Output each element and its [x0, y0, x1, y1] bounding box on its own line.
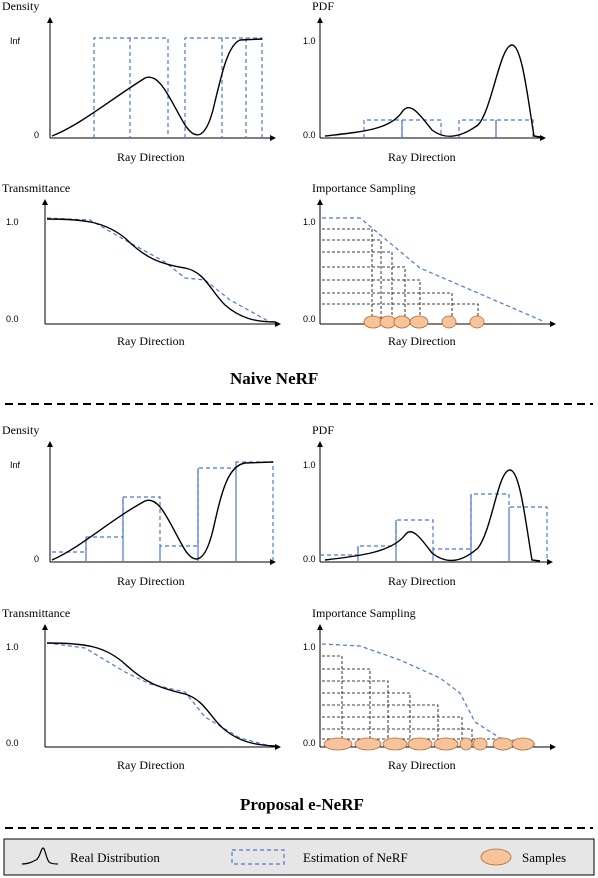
- proposal-density-ybottom: 0: [34, 554, 39, 564]
- legend-estimate-label: Estimation of NeRF: [303, 850, 408, 865]
- legend-samples-icon: [480, 848, 512, 866]
- naive-pdf-label: PDF: [312, 0, 334, 13]
- naive-pdf-xlabel: Ray Direction: [388, 150, 456, 164]
- naive-sampling-grid: [322, 228, 479, 322]
- naive-density-ybottom: 0: [34, 130, 39, 140]
- proposal-title: Proposal e-NeRF: [240, 795, 364, 814]
- naive-pdf-panel: PDF 1.0 0.0 Ray Direction: [303, 0, 546, 164]
- proposal-density-bins: [85, 462, 237, 562]
- proposal-pdf-ytop: 1.0: [303, 460, 316, 470]
- proposal-sampling-label: Importance Sampling: [312, 606, 416, 620]
- legend-real-label: Real Distribution: [70, 850, 160, 865]
- proposal-pdf-panel: PDF 1.0 0.0 Ray Direction: [303, 423, 553, 588]
- naive-density-panel: Density Inf 0 Ray Direction: [2, 0, 276, 164]
- naive-transmittance-estimate: [46, 217, 271, 323]
- proposal-transmittance-estimate: [46, 642, 271, 747]
- naive-pdf-curve: [324, 44, 541, 138]
- proposal-sampling-ybottom: 0.0: [303, 738, 316, 748]
- proposal-sampling-cdf: [321, 643, 536, 745]
- proposal-pdf-label: PDF: [312, 423, 334, 437]
- proposal-pdf-curve: [324, 469, 541, 562]
- proposal-sampling-panel: Importance Sampling 1.0 0.0 Ray Directio…: [303, 606, 556, 772]
- naive-sampling-cdf: [322, 217, 546, 323]
- proposal-sampling-samples: [323, 737, 535, 751]
- proposal-transmittance-ybottom: 0.0: [6, 738, 19, 748]
- proposal-transmittance-panel: Transmittance 1.0 0.0 Ray Direction: [2, 606, 281, 772]
- proposal-transmittance-label: Transmittance: [2, 606, 70, 620]
- naive-pdf-ybottom: 0.0: [303, 130, 316, 140]
- proposal-density-curve: [51, 461, 274, 561]
- naive-density-xlabel: Ray Direction: [117, 150, 185, 164]
- proposal-transmittance-xlabel: Ray Direction: [117, 758, 185, 772]
- proposal-pdf-ybottom: 0.0: [303, 554, 316, 564]
- proposal-sampling-ytop: 1.0: [303, 642, 316, 652]
- naive-transmittance-xlabel: Ray Direction: [117, 334, 185, 348]
- proposal-sampling-grid: [322, 655, 499, 745]
- naive-pdf-ytop: 1.0: [303, 36, 316, 46]
- naive-sampling-samples: [363, 315, 485, 329]
- naive-transmittance-curve: [46, 218, 276, 323]
- proposal-transmittance-curve: [46, 642, 276, 747]
- legend-curve-icon: [21, 847, 59, 865]
- naive-transmittance-panel: Transmittance 1.0 0.0 Ray Direction: [2, 181, 281, 348]
- legend-samples-label: Samples: [522, 850, 566, 865]
- naive-sampling-xlabel: Ray Direction: [388, 334, 456, 348]
- naive-sampling-ytop: 1.0: [303, 217, 316, 227]
- proposal-density-label: Density: [2, 423, 39, 437]
- naive-transmittance-ybottom: 0.0: [6, 314, 19, 324]
- naive-density-curve: [51, 38, 263, 137]
- naive-density-ytop: Inf: [10, 36, 21, 46]
- naive-sampling-ybottom: 0.0: [303, 314, 316, 324]
- proposal-pdf-bins: [357, 494, 510, 562]
- proposal-pdf-xlabel: Ray Direction: [388, 574, 456, 588]
- naive-transmittance-label: Transmittance: [2, 181, 70, 195]
- naive-sampling-panel: Importance Sampling 1.0 0.0 Ray Directio…: [303, 181, 556, 348]
- proposal-density-estimate: [52, 461, 274, 562]
- proposal-sampling-xlabel: Ray Direction: [388, 758, 456, 772]
- proposal-density-ytop: Inf: [10, 460, 21, 470]
- naive-sampling-label: Importance Sampling: [312, 181, 416, 195]
- naive-density-estimate: [93, 37, 263, 138]
- naive-transmittance-ytop: 1.0: [6, 217, 19, 227]
- proposal-transmittance-ytop: 1.0: [6, 642, 19, 652]
- legend-estimate-icon: [231, 849, 285, 865]
- naive-title: Naive NeRF: [230, 369, 318, 388]
- legend: Real Distribution Estimation of NeRF Sam…: [3, 838, 595, 876]
- proposal-density-panel: Density Inf 0 Ray Direction: [2, 423, 276, 588]
- proposal-density-xlabel: Ray Direction: [117, 574, 185, 588]
- naive-density-label: Density: [2, 0, 39, 13]
